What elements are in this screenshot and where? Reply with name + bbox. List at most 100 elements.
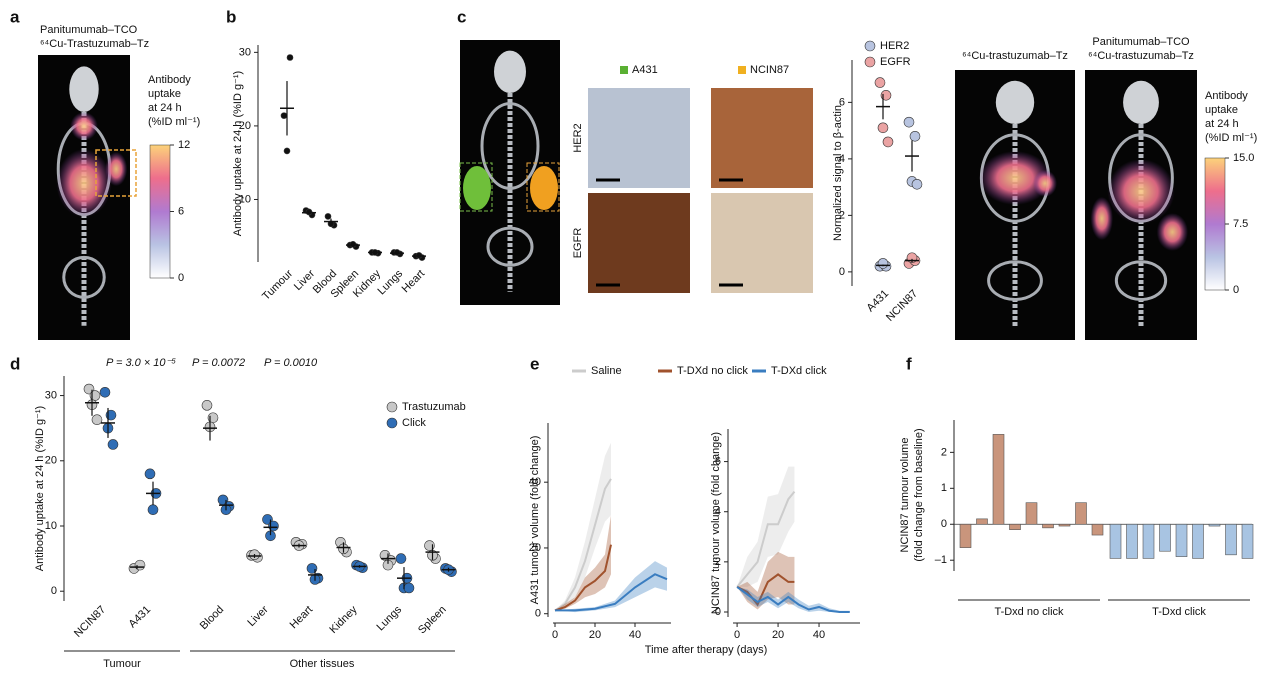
group-label: Tumour xyxy=(103,658,141,670)
bar xyxy=(1058,523,1071,527)
tumour-box xyxy=(95,149,137,197)
y-tick-label: 4 xyxy=(839,153,845,165)
colorbar-tick-label: 0 xyxy=(178,272,184,284)
x-tick-label: Spleen xyxy=(416,604,449,637)
data-point xyxy=(403,582,415,594)
group-label: T-Dxd no click xyxy=(994,606,1064,618)
pelvis xyxy=(62,255,106,299)
x-tick-label: 0 xyxy=(734,629,740,641)
bar xyxy=(1241,523,1254,559)
colorbar xyxy=(1204,157,1226,291)
data-point xyxy=(201,400,213,411)
y-tick-label: 0 xyxy=(839,266,845,278)
y-tick-label: 4 xyxy=(715,506,721,518)
line xyxy=(736,573,795,607)
uptake-signal xyxy=(1107,159,1175,224)
uptake-signal xyxy=(56,149,112,218)
bar xyxy=(1091,523,1104,536)
data-point xyxy=(147,504,159,515)
data-point xyxy=(903,116,915,128)
colorbar-title: uptake xyxy=(148,88,181,100)
x-tick-label: 40 xyxy=(629,629,641,641)
image-title: Panitumumab–TCO xyxy=(1092,36,1190,48)
line xyxy=(736,491,796,588)
y-tick-label: 2 xyxy=(839,209,845,221)
bar xyxy=(1159,523,1171,552)
y-tick-label: 30 xyxy=(239,46,251,58)
y-tick-label: 20 xyxy=(239,120,251,132)
confidence-band xyxy=(555,515,611,611)
x-tick-label: 20 xyxy=(772,629,784,641)
bar xyxy=(1142,523,1155,559)
x-tick-label: NCIN87 xyxy=(884,288,920,324)
line xyxy=(554,478,612,612)
y-tick-label: 1 xyxy=(941,482,947,494)
y-tick-label: 20 xyxy=(529,542,541,554)
data-point xyxy=(107,439,119,450)
bar xyxy=(1075,502,1087,525)
confidence-band xyxy=(737,466,795,587)
data-point xyxy=(877,122,889,134)
pelvis xyxy=(486,226,534,267)
y-axis-label: Antibody uptake at 24 h (%ID g⁻¹) xyxy=(34,406,46,571)
colorbar-tick-label: 6 xyxy=(178,205,184,217)
line xyxy=(736,586,850,613)
x-tick-label: 20 xyxy=(589,629,601,641)
antibody-label: Panitumumab–TCO xyxy=(40,24,138,36)
x-tick-label: Lungs xyxy=(374,603,404,633)
box xyxy=(459,162,493,212)
bar xyxy=(1025,502,1038,525)
y-tick-label: 2 xyxy=(715,556,721,568)
bar xyxy=(1009,523,1021,530)
legend-marker xyxy=(864,40,876,52)
legend-label: T-DXd click xyxy=(771,365,827,377)
data-point xyxy=(877,258,889,269)
skull xyxy=(69,66,99,112)
x-tick-label: Lungs xyxy=(375,267,405,297)
bar xyxy=(1225,523,1237,556)
x-axis-label: Time after therapy (days) xyxy=(645,644,767,656)
colorbar-title: at 24 h xyxy=(1205,118,1239,130)
colorbar-title: Antibody xyxy=(148,74,191,86)
colorbar xyxy=(149,144,171,279)
panel-label: d xyxy=(10,354,20,373)
confidence-band xyxy=(737,551,795,610)
histology-image xyxy=(588,193,690,293)
y-axis-label: Normalized signal to β-actin xyxy=(832,105,844,241)
bar xyxy=(1192,523,1204,559)
pelvis xyxy=(1114,260,1168,302)
data-point xyxy=(395,553,407,564)
image-title: ⁶⁴Cu-trastuzumab–Tz xyxy=(1088,50,1194,62)
y-tick-label: 10 xyxy=(239,193,251,205)
legend-swatch xyxy=(738,66,746,74)
x-tick-label: NCIN87 xyxy=(72,604,108,640)
histology-image xyxy=(711,193,813,293)
confidence-band xyxy=(555,561,667,613)
uptake-signal xyxy=(105,151,128,187)
skull xyxy=(494,50,526,93)
uptake-signal xyxy=(979,151,1051,205)
panel-label: a xyxy=(10,7,20,26)
legend-label: EGFR xyxy=(880,56,911,68)
y-tick-label: –1 xyxy=(935,554,947,566)
x-tick-label: Heart xyxy=(288,604,316,632)
skull xyxy=(1123,80,1159,124)
data-point xyxy=(911,179,923,190)
y-tick-label: 0 xyxy=(941,518,947,530)
image-title: ⁶⁴Cu-trastuzumab–Tz xyxy=(962,50,1068,62)
data-point xyxy=(909,130,921,142)
bar xyxy=(1208,523,1221,527)
colorbar-tick-label: 12 xyxy=(178,139,190,151)
x-tick-label: Liver xyxy=(245,603,271,629)
uptake-signal xyxy=(70,112,98,141)
colorbar-tick-label: 7.5 xyxy=(1233,218,1248,230)
y-tick-label: 10 xyxy=(45,520,57,532)
y-tick-label: 6 xyxy=(839,96,845,108)
data-point xyxy=(874,77,886,88)
bar xyxy=(1109,523,1122,559)
legend-label: Trastuzumab xyxy=(402,401,466,413)
data-point xyxy=(91,414,103,425)
y-axis-label: NCIN87 tumour volume xyxy=(899,438,911,553)
x-tick-label: Kidney xyxy=(327,603,360,636)
